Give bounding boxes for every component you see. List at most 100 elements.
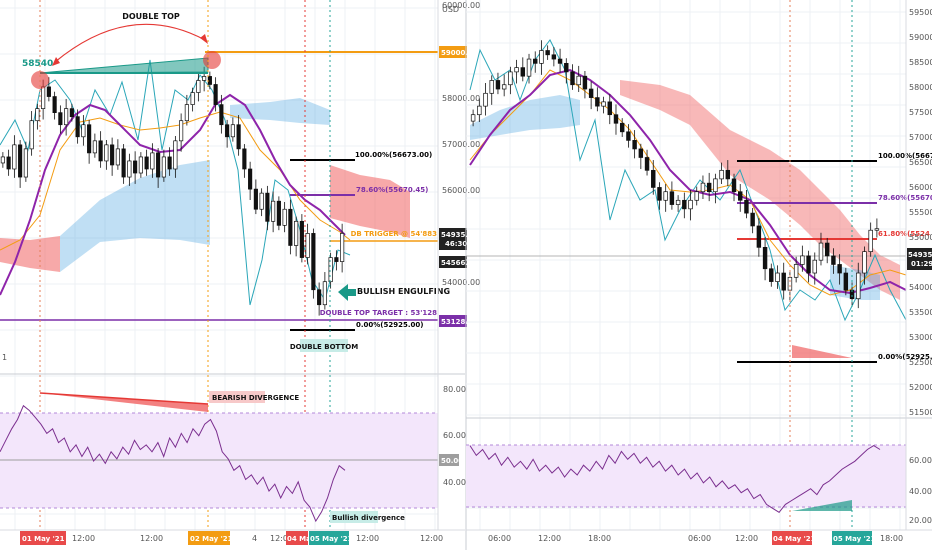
candle-body	[824, 242, 830, 257]
candle-body	[213, 84, 218, 105]
right-rsi-tick: 40.00	[909, 487, 932, 496]
bullish-engulfing-label: BULLISH ENGULFING	[357, 287, 450, 296]
candle-body	[29, 120, 34, 150]
double-top-arc	[54, 23, 206, 63]
candle-body	[731, 178, 737, 193]
candle-body	[744, 199, 749, 214]
candle-body	[725, 169, 731, 180]
left-price-tick: 57000.00	[442, 140, 480, 149]
left-badge-close-text: 54566.00	[441, 259, 478, 267]
right-rsi-tick: 60.00	[909, 456, 932, 465]
candle-body	[657, 187, 662, 201]
right-time-tick: 18:00	[588, 534, 611, 543]
candle-body	[81, 124, 86, 138]
right-date-badge-2-text: 05 May '21 01:45	[833, 535, 900, 543]
right-badge-last	[907, 248, 932, 270]
right-time-tick: 12:00	[735, 534, 758, 543]
right-ma-line	[469, 68, 907, 295]
candle-body	[110, 144, 115, 166]
right-price-tick: 54000.00	[909, 283, 932, 292]
candle-body	[225, 124, 230, 138]
right-price-tick: 58000.00	[909, 83, 932, 92]
candle-body	[328, 257, 333, 283]
left-tenkan-line	[0, 59, 351, 306]
right-indicators	[469, 39, 907, 322]
left-date-badge-3-text: 04 May '21	[287, 535, 330, 543]
right-badge-last-text: 54935.80	[908, 251, 932, 259]
left-time-axis[interactable]: 01 May '21 03:00 12:00 12:00 02 May '21 …	[0, 529, 465, 545]
right-candles	[470, 40, 880, 309]
right-price-tick: 53000.00	[909, 333, 932, 342]
candle-body	[756, 225, 762, 248]
left-date-badge-4-text: 05 May '21 01:00	[310, 535, 377, 543]
double-top-triangle	[39, 57, 209, 74]
candle-body	[595, 97, 600, 107]
left-price-axis[interactable]: USD 60000.00 58000.00 57000.00 56000.00 …	[437, 0, 480, 530]
candle-body	[570, 71, 575, 86]
candle-body	[713, 178, 718, 193]
left-rsi-line	[0, 404, 346, 523]
candle-body	[868, 229, 873, 252]
right-price-tick: 57500.00	[909, 108, 932, 117]
candle-body	[144, 156, 149, 170]
candle-body	[202, 76, 207, 81]
left-time-tick: 12:00	[140, 534, 163, 543]
candle-body	[706, 182, 712, 193]
right-price-tick: 55000.00	[909, 233, 932, 242]
candle-body	[545, 50, 550, 56]
left-ichimoku-cloud	[0, 98, 410, 272]
candle-body	[477, 105, 482, 116]
right-fib-618-label: 61.80%(5524	[878, 230, 930, 238]
right-price-axis[interactable]: 59500.00 59000.00 58500.00 58000.00 57500.00…	[905, 0, 932, 530]
bullish-divergence-label: Bullish divergence	[332, 514, 405, 522]
candle-body	[856, 272, 861, 300]
candle-body	[317, 289, 322, 306]
left-cloud-bear-2	[330, 165, 410, 238]
candle-body	[98, 140, 103, 162]
candle-body	[738, 191, 743, 201]
candle-body	[41, 86, 46, 109]
level-58540-label: 58540	[22, 59, 53, 69]
candle-body	[276, 200, 281, 226]
right-kijun-line	[469, 69, 907, 296]
bullish-divergence-badge	[330, 511, 378, 523]
left-time-tick: 12:00	[72, 534, 95, 543]
arc-arrow-right-icon	[200, 34, 208, 44]
candle-body	[207, 76, 212, 85]
double-top-label: DOUBLE TOP	[122, 12, 180, 21]
candle-body	[46, 86, 51, 97]
right-annotations: 100.00%(56673 78.60%(55670.4 61.80%(5524…	[878, 152, 932, 361]
candle-body	[489, 80, 494, 94]
candle-body	[58, 112, 63, 126]
candle-body	[179, 120, 184, 142]
candle-body	[133, 160, 138, 174]
candle-body	[265, 192, 270, 222]
candle-body	[501, 84, 507, 90]
left-time-tick: 12:00	[270, 534, 293, 543]
candle-body	[700, 182, 706, 193]
right-time-tick: 06:00	[688, 534, 711, 543]
candle-body	[582, 75, 588, 90]
candle-body	[862, 251, 867, 274]
right-fib-100-label: 100.00%(56673	[878, 152, 932, 160]
candle-body	[0, 156, 5, 164]
right-price-tick: 52500.00	[909, 358, 932, 367]
candle-body	[52, 96, 57, 114]
left-price-tick: 58000.00	[442, 94, 480, 103]
candle-body	[694, 191, 699, 201]
left-rsi-mid-badge	[439, 454, 459, 466]
left-annotations: 100.00%(56673.00) 78.60%(55670.45) DB TR…	[290, 151, 450, 352]
right-time-axis[interactable]: 06:00 12:00 18:00 06:00 12:00 04 May '21…	[466, 529, 932, 545]
candle-body	[236, 124, 241, 150]
left-price-tick: 54000.00	[442, 278, 480, 287]
right-fib-0-label: 0.00%(52925.00	[878, 353, 932, 361]
candle-body	[675, 199, 681, 205]
right-cloud-bull-1	[470, 95, 580, 140]
candle-body	[18, 144, 23, 178]
candle-body	[588, 88, 594, 98]
left-date-badge-1	[20, 531, 66, 545]
candle-body	[619, 122, 625, 133]
candle-body	[75, 116, 80, 138]
left-date-badge-1-text: 01 May '21 03:00	[22, 535, 89, 543]
